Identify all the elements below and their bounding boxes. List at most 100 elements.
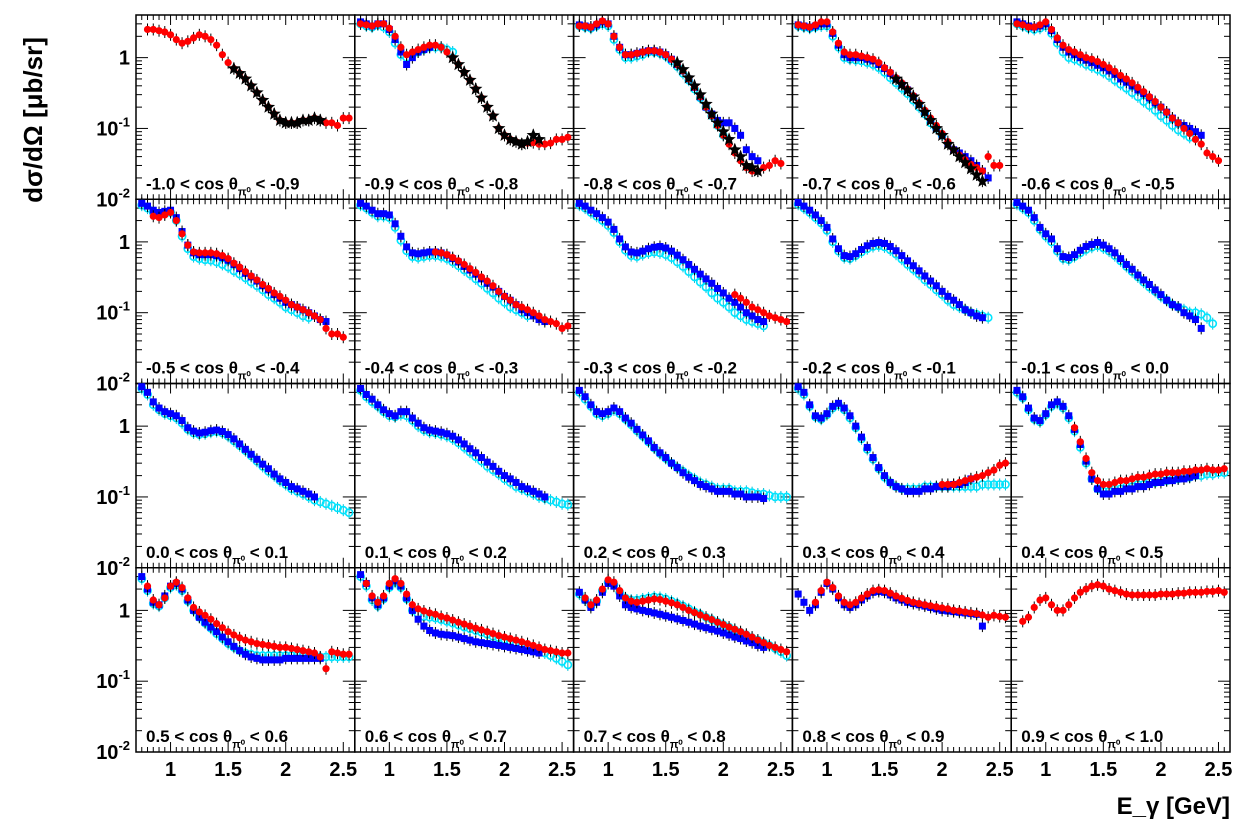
data-point (696, 480, 704, 488)
data-point (261, 100, 276, 113)
data-point (437, 428, 445, 436)
data-point (961, 306, 969, 314)
data-point (143, 25, 152, 34)
panel-label-theta: θ (223, 543, 232, 562)
panel-label: -0.1 < cos θπ⁰ < 0.0 (1021, 359, 1169, 383)
data-point (863, 242, 871, 250)
data-point (299, 647, 307, 655)
data-point (1042, 18, 1050, 26)
data-point (1105, 490, 1113, 498)
panel-label-bound: < -0.9 (251, 174, 300, 193)
data-point (1105, 245, 1113, 253)
data-point (771, 157, 779, 165)
data-point (460, 635, 468, 643)
data-point (305, 309, 313, 317)
data-point (621, 243, 629, 251)
data-point (492, 121, 506, 135)
data-point (863, 443, 871, 451)
data-point (705, 107, 719, 120)
data-point (733, 149, 748, 163)
data-point (682, 70, 696, 84)
data-point (144, 202, 152, 210)
panel-label-theta: θ (442, 543, 451, 562)
data-point (293, 654, 301, 662)
data-point (1082, 54, 1090, 62)
data-point (437, 43, 445, 51)
data-point (195, 608, 203, 616)
data-point (391, 220, 399, 228)
data-point (201, 32, 209, 40)
data-point (1099, 60, 1107, 69)
panel-label: -0.8 < cos θπ⁰ < -0.7 (584, 174, 737, 198)
data-point (213, 620, 221, 628)
panel-label-subscript: π⁰ (675, 186, 688, 198)
panel-label-theta: θ (229, 174, 238, 193)
panel-frame (354, 198, 575, 385)
data-point (213, 426, 221, 434)
data-point (563, 660, 573, 670)
data-point (754, 493, 762, 501)
data-point (138, 573, 146, 581)
data-point (886, 68, 894, 76)
data-point (267, 107, 281, 120)
data-point (621, 414, 629, 422)
data-point (172, 35, 180, 44)
data-point (155, 601, 163, 609)
data-point (1140, 473, 1148, 481)
data-point (800, 202, 808, 210)
data-point (557, 499, 567, 509)
data-point (282, 296, 290, 304)
data-point (829, 28, 837, 36)
data-point (575, 386, 583, 394)
data-point (1088, 475, 1096, 483)
data-point (437, 630, 445, 638)
data-point (213, 41, 221, 49)
data-point (469, 82, 483, 95)
data-point (420, 43, 428, 51)
data-point (333, 649, 342, 657)
data-point (687, 78, 702, 92)
panel-label-bound: < -0.2 (688, 359, 737, 378)
panel-label-range: -0.2 < cos (802, 359, 885, 378)
data-point (408, 249, 416, 257)
data-point (357, 571, 365, 579)
series-cyan (793, 19, 947, 142)
data-point (523, 306, 532, 314)
data-point (535, 490, 543, 498)
panel-label-subscript: π⁰ (457, 186, 470, 198)
panel-label-theta: θ (223, 727, 232, 746)
data-point (1180, 309, 1188, 317)
data-point (1174, 475, 1182, 483)
data-point (189, 603, 198, 612)
data-point (414, 45, 422, 54)
panel-label-theta: θ (447, 359, 456, 378)
data-point (857, 433, 865, 441)
data-point (782, 492, 792, 502)
data-point (483, 458, 491, 466)
panel-2: -0.9 < cos θπ⁰ < -0.8 (354, 14, 575, 200)
data-point (875, 59, 883, 67)
panel-label-subscript: π⁰ (889, 555, 902, 567)
data-point (397, 408, 405, 416)
data-point (166, 208, 175, 217)
data-point (806, 23, 814, 31)
data-point (310, 493, 318, 501)
panel-label: 0.1 < cos θπ⁰ < 0.2 (365, 543, 507, 567)
data-point (551, 497, 561, 507)
data-point (1191, 128, 1199, 136)
data-point (731, 298, 739, 306)
data-point (256, 93, 270, 106)
data-point (1042, 230, 1050, 238)
data-point (737, 490, 745, 498)
data-point (362, 202, 370, 210)
series-red (575, 14, 785, 178)
data-point (397, 232, 405, 240)
data-point (754, 306, 762, 314)
data-point (1093, 477, 1102, 485)
panel-label: -0.6 < cos θπ⁰ < -0.5 (1021, 174, 1174, 198)
data-point (823, 18, 831, 26)
data-point (184, 37, 192, 45)
data-point (616, 43, 624, 51)
data-point (811, 412, 819, 420)
data-point (909, 487, 917, 495)
